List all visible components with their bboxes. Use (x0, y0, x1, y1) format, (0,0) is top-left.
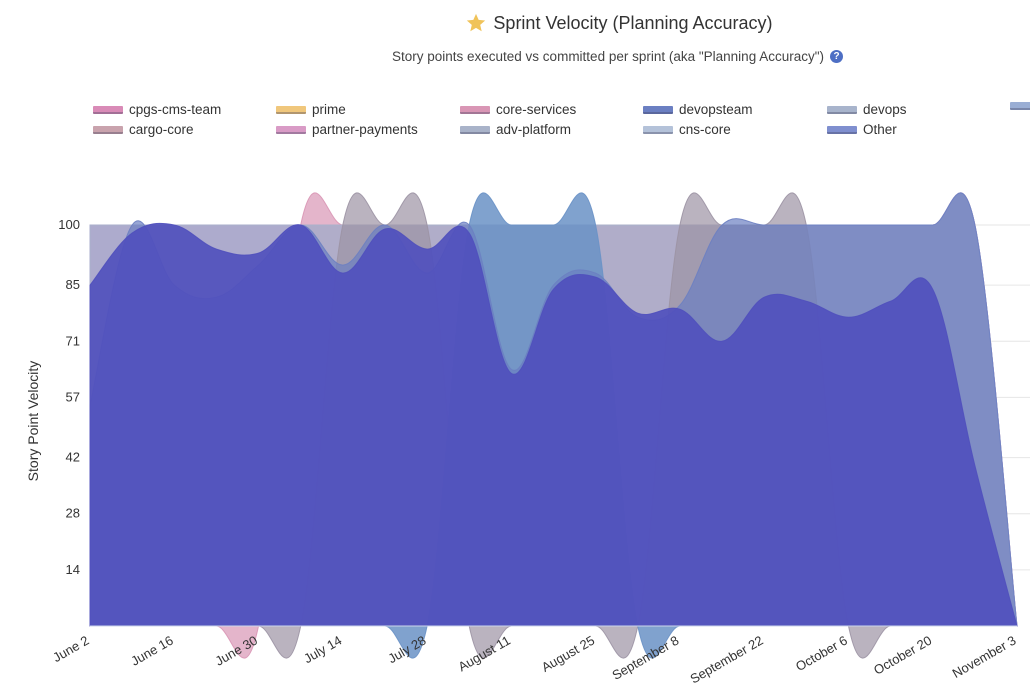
x-tick-label: November 3 (950, 633, 1019, 681)
y-tick-label: 71 (66, 333, 80, 348)
y-axis-labels: 14 28 42 57 71 85 100 (58, 217, 80, 577)
legend-swatch (1010, 102, 1030, 110)
chart-header: Sprint Velocity (Planning Accuracy) Stor… (0, 0, 1030, 80)
y-tick-label: 100 (58, 217, 80, 232)
legend-label: prime (312, 102, 346, 117)
legend-label: core-services (496, 102, 577, 117)
x-tick-label: August 25 (539, 633, 597, 675)
legend-label: Other (863, 122, 897, 137)
legend-label: adv-platform (496, 122, 572, 137)
subtitle-row: Story points executed vs committed per s… (0, 49, 1030, 64)
legend-swatch (460, 105, 490, 114)
legend-swatch (827, 125, 857, 134)
legend-label: cpgs-cms-team (129, 102, 222, 117)
legend-swatch (643, 105, 673, 114)
legend-item[interactable]: adv-platform (460, 122, 571, 137)
legend-item[interactable]: prime (276, 102, 346, 117)
star-icon (467, 13, 486, 32)
x-tick-label: October 20 (871, 633, 934, 678)
x-tick-label: June 2 (50, 633, 91, 666)
legend-item[interactable] (1010, 102, 1030, 110)
x-tick-label: June 16 (128, 633, 176, 669)
legend-label: partner-payments (312, 122, 418, 137)
legend-label: cns-core (679, 122, 731, 137)
legend-item[interactable]: cns-core (643, 122, 731, 137)
legend-item[interactable]: devopsteam (643, 102, 753, 117)
legend-swatch (276, 125, 306, 134)
legend-label: devops (863, 102, 907, 117)
chart-legend: cpgs-cms-team prime core-services devopstea… (0, 100, 1030, 144)
y-axis-title: Story Point Velocity (25, 361, 41, 482)
legend-item[interactable]: Other (827, 122, 897, 137)
title-row: Sprint Velocity (Planning Accuracy) (0, 12, 1030, 34)
legend-item[interactable]: cpgs-cms-team (93, 102, 221, 117)
y-tick-label: 14 (66, 562, 80, 577)
series-area (89, 222, 1018, 627)
y-tick-label: 57 (66, 389, 80, 404)
legend-item[interactable]: partner-payments (276, 122, 418, 137)
x-tick-label: July 14 (301, 633, 344, 667)
legend-item[interactable]: devops (827, 102, 907, 117)
legend-swatch (276, 105, 306, 114)
legend-label: cargo-core (129, 122, 194, 137)
help-icon[interactable]: ? (830, 50, 844, 63)
x-tick-label: October 6 (793, 633, 850, 675)
legend-swatch (460, 125, 490, 134)
y-tick-label: 85 (66, 277, 80, 292)
x-tick-label: September 22 (687, 633, 765, 687)
legend-item[interactable]: core-services (460, 102, 576, 117)
y-tick-label: 28 (66, 506, 80, 521)
chart-subtitle: Story points executed vs committed per s… (391, 49, 825, 64)
page-title: Sprint Velocity (Planning Accuracy) (493, 12, 773, 33)
legend-swatch (643, 125, 673, 134)
series-areas (89, 192, 1018, 659)
y-tick-label: 42 (66, 450, 80, 465)
legend-swatch (93, 125, 123, 134)
legend-label: devopsteam (679, 102, 753, 117)
legend-swatch (93, 105, 123, 114)
legend-swatch (827, 105, 857, 114)
legend-item[interactable]: cargo-core (93, 122, 194, 137)
